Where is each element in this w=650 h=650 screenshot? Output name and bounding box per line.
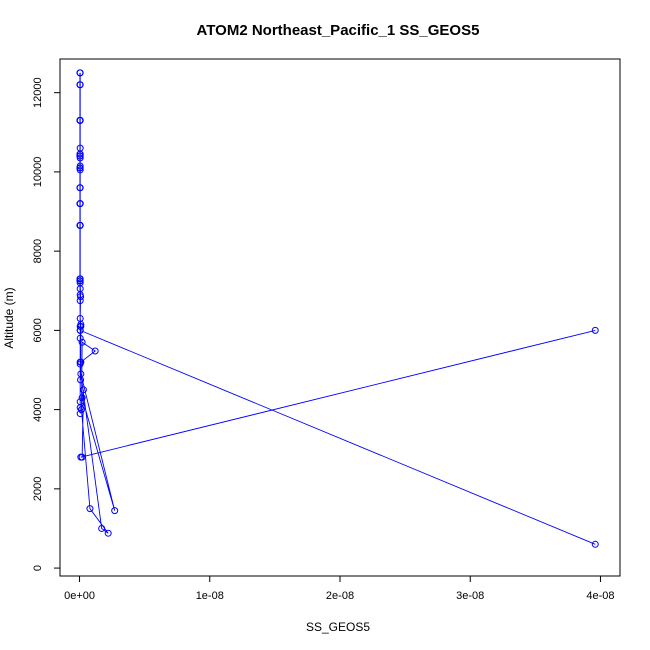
x-axis: 0e+00 1e-08 2e-08 3e-08 4e-08 [64, 576, 615, 602]
data-point [77, 376, 85, 384]
data-point [76, 326, 84, 334]
data-point [78, 394, 86, 402]
data-point [86, 505, 94, 513]
plot-frame [59, 58, 621, 577]
data-point [76, 81, 84, 89]
data-point [111, 507, 119, 515]
data-point [76, 150, 84, 158]
data-point [76, 164, 84, 172]
data-point [76, 314, 84, 322]
x-tick-label: 3e-08 [456, 590, 484, 602]
data-point [104, 529, 112, 537]
y-axis-label: Altitude (m) [2, 287, 16, 348]
data-point [76, 398, 84, 406]
data-point [77, 406, 85, 414]
y-tick-label: 10000 [32, 157, 44, 188]
y-tick-label: 8000 [32, 239, 44, 263]
x-axis-label: SS_GEOS5 [306, 620, 370, 634]
data-point [76, 152, 84, 160]
data-point [76, 184, 84, 192]
data-point [591, 326, 599, 334]
data-point [78, 338, 86, 346]
data-point [76, 297, 84, 305]
y-axis: 0 2000 4000 6000 8000 10000 12000 [32, 77, 60, 571]
series-layer [76, 69, 599, 548]
data-point [76, 221, 84, 229]
y-tick-label: 12000 [32, 77, 44, 108]
data-point [76, 116, 84, 124]
data-point [76, 410, 84, 418]
data-point [76, 322, 84, 330]
data-point [78, 453, 86, 461]
x-tick-label: 0e+00 [64, 590, 95, 602]
x-tick-label: 2e-08 [326, 590, 354, 602]
data-point [76, 334, 84, 342]
data-point [76, 285, 84, 293]
data-point [98, 524, 106, 532]
data-point [76, 69, 84, 77]
series-line [79, 72, 596, 545]
y-tick-label: 2000 [32, 477, 44, 501]
data-point [591, 540, 599, 548]
x-tick-label: 4e-08 [586, 590, 614, 602]
data-point [91, 347, 99, 355]
y-tick-label: 6000 [32, 318, 44, 342]
y-tick-label: 4000 [32, 397, 44, 421]
x-tick-label: 1e-08 [196, 590, 224, 602]
data-point [79, 386, 87, 394]
y-tick-label: 0 [32, 565, 44, 571]
data-point [76, 200, 84, 208]
chart-title: ATOM2 Northeast_Pacific_1 SS_GEOS5 [197, 22, 480, 39]
data-point [76, 358, 84, 366]
data-point [76, 277, 84, 285]
data-point [76, 360, 84, 368]
